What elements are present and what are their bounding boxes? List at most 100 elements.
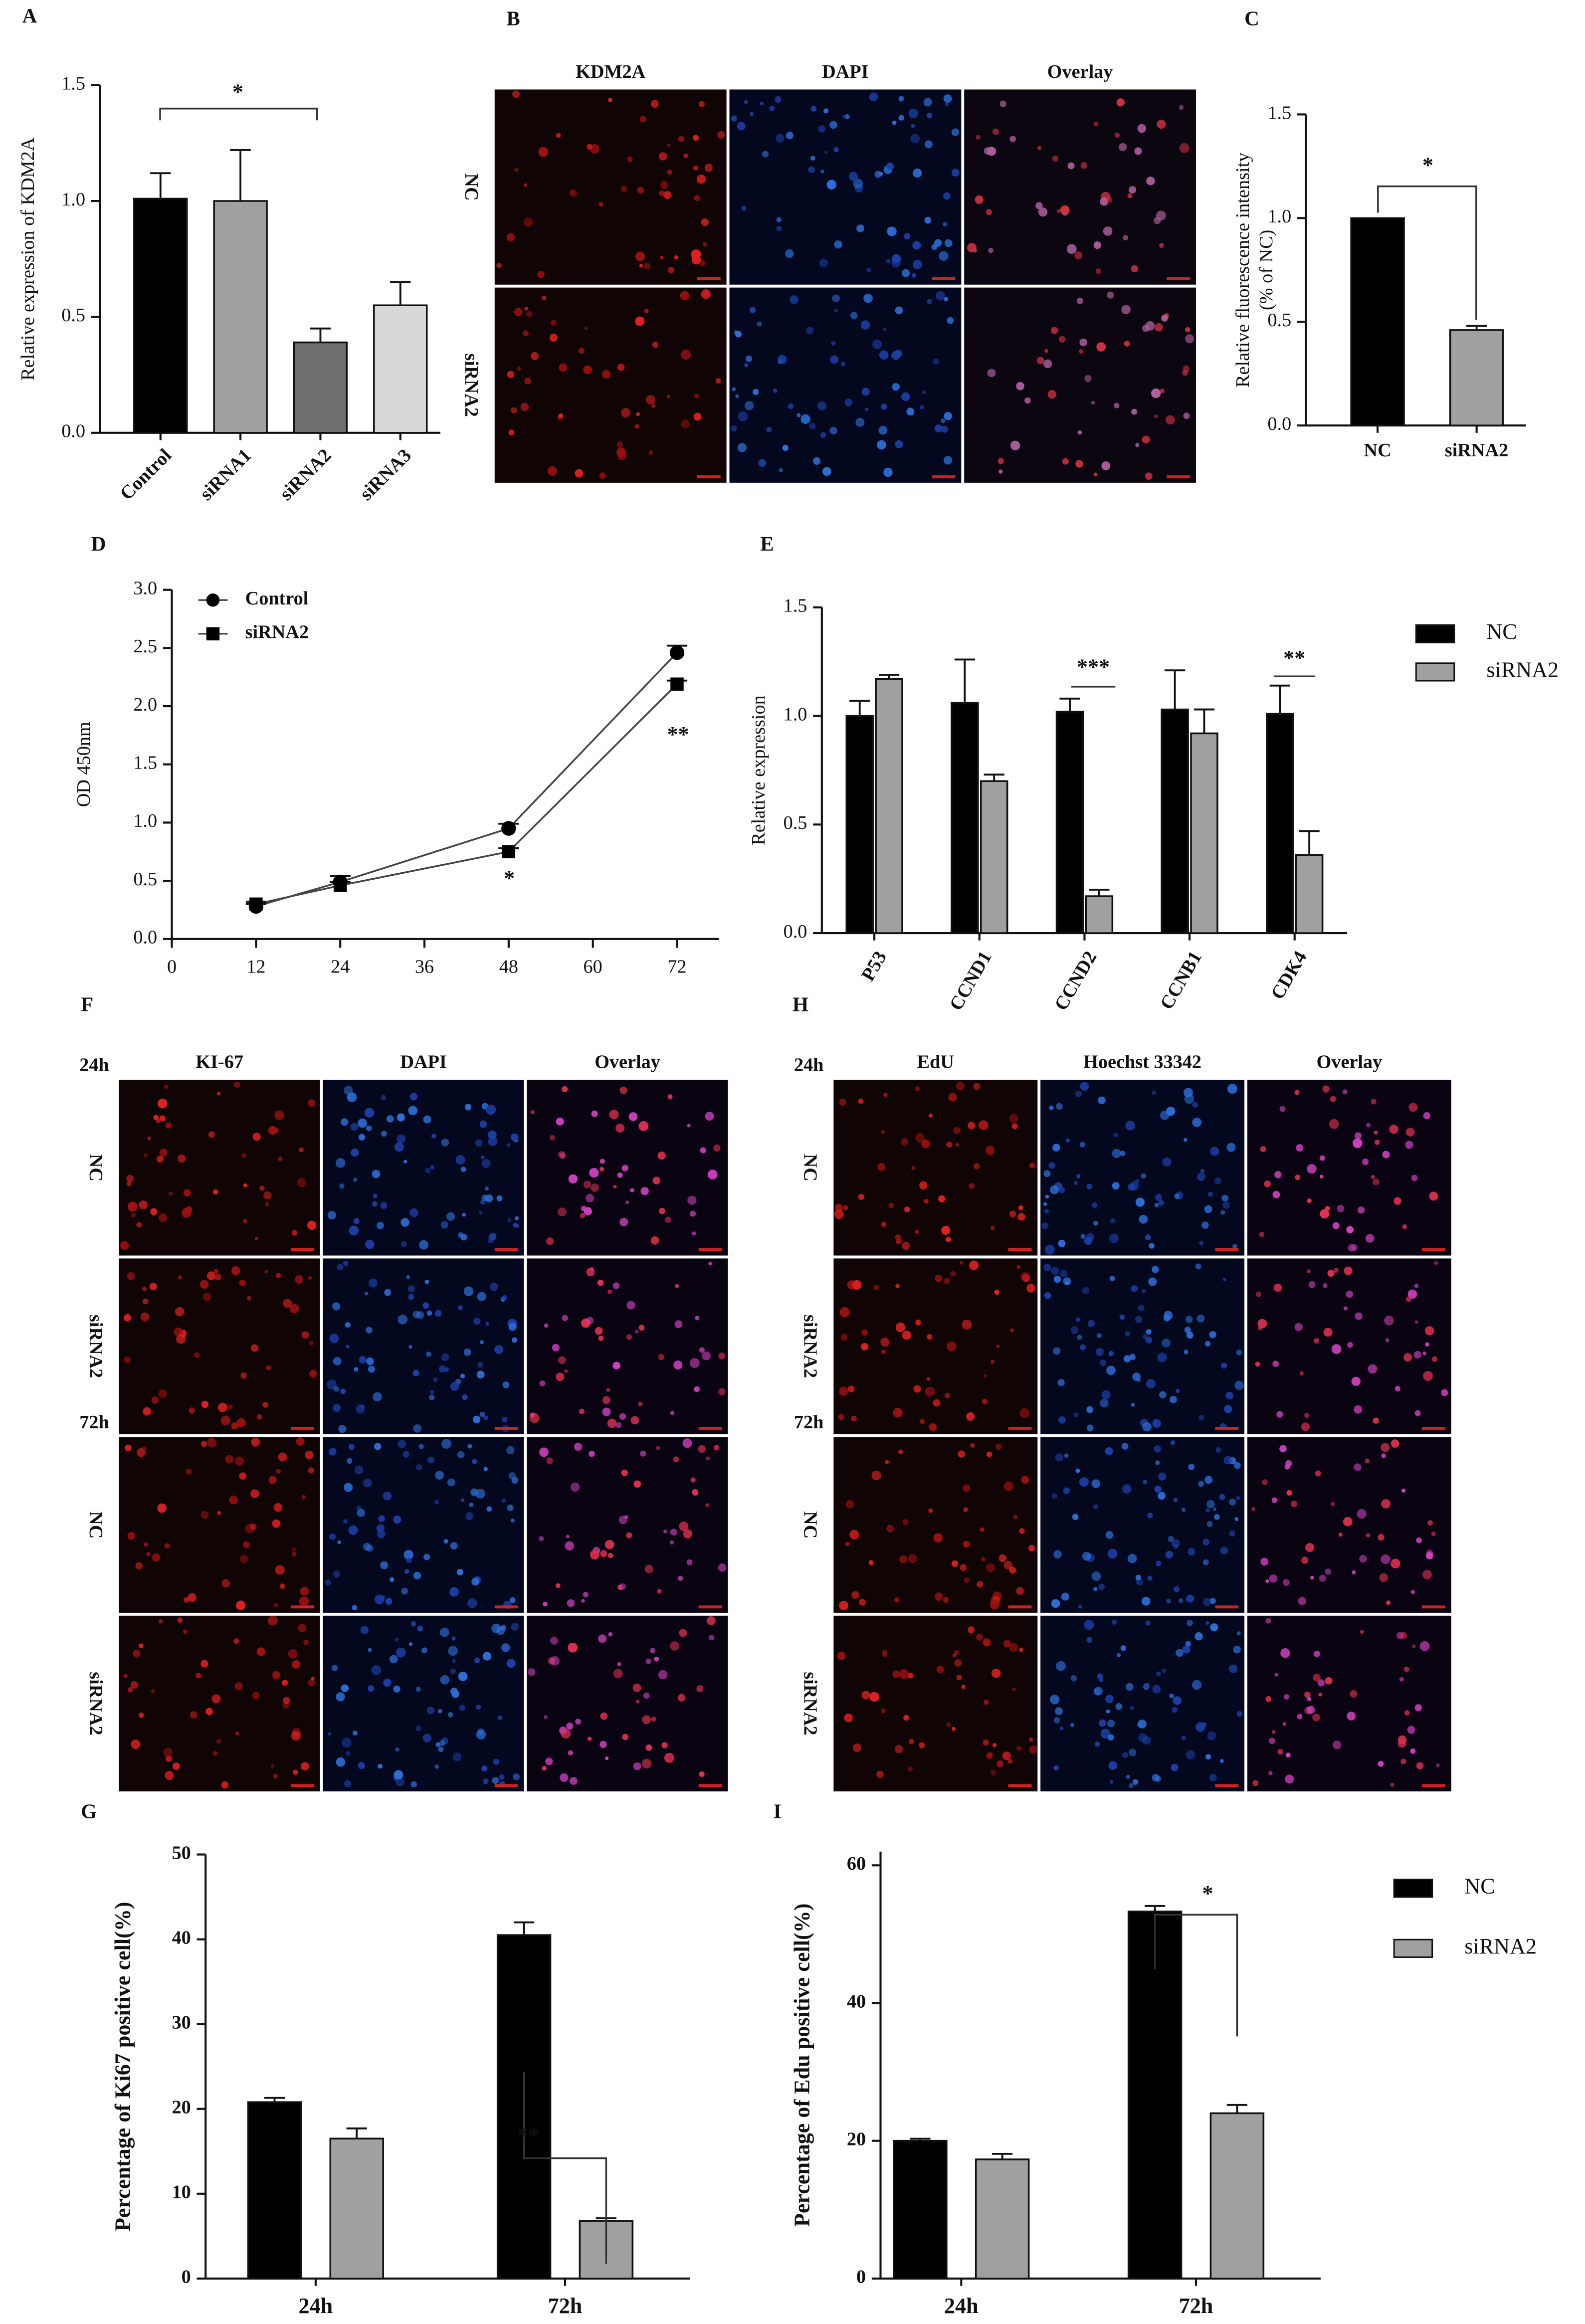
cell	[1186, 1750, 1195, 1759]
cell	[881, 1350, 886, 1354]
cell	[860, 320, 870, 330]
cell	[467, 1598, 477, 1608]
cell	[1384, 1316, 1394, 1326]
cell	[679, 1521, 689, 1532]
cell	[1139, 1214, 1148, 1224]
cell	[331, 1665, 338, 1671]
cell	[1002, 1751, 1011, 1760]
cell	[352, 1605, 358, 1611]
cell	[1301, 1422, 1310, 1431]
x-tick-label: 24h	[299, 2294, 333, 2318]
cell	[1347, 1712, 1356, 1721]
cell	[358, 1134, 365, 1141]
cell	[885, 1460, 889, 1464]
cell	[650, 1236, 659, 1245]
cell	[1260, 1557, 1269, 1566]
cell	[393, 1515, 401, 1524]
cell	[477, 1361, 483, 1368]
cell	[704, 164, 713, 172]
cell	[834, 1209, 844, 1219]
cell	[1060, 205, 1070, 215]
cell	[422, 1734, 431, 1743]
cell	[1325, 1206, 1330, 1211]
cell	[501, 1498, 506, 1503]
cell	[529, 1413, 540, 1423]
cell	[345, 1322, 351, 1328]
cell	[851, 1591, 859, 1599]
cell	[1041, 1222, 1049, 1229]
cell	[701, 289, 711, 299]
cell	[282, 1680, 288, 1686]
cell	[214, 1274, 221, 1281]
cell	[912, 259, 922, 269]
bar	[133, 197, 188, 434]
cell	[687, 1124, 691, 1128]
cell	[1053, 1347, 1061, 1355]
cell	[272, 1671, 281, 1679]
cell	[1407, 1726, 1415, 1734]
cell	[738, 411, 748, 421]
cell	[510, 1518, 515, 1523]
cell	[705, 1112, 714, 1121]
cell	[1187, 1619, 1193, 1626]
micrograph	[729, 287, 962, 483]
cell	[833, 147, 839, 153]
cell	[924, 1199, 929, 1204]
cell	[169, 1191, 173, 1196]
cell	[778, 355, 787, 365]
cell	[1166, 1598, 1171, 1604]
cell	[922, 390, 926, 394]
cell	[483, 1778, 489, 1784]
cell	[341, 1118, 349, 1126]
cell	[991, 1668, 1001, 1678]
cell	[837, 1652, 846, 1660]
cell	[1097, 1333, 1102, 1339]
cell	[587, 144, 593, 150]
cell	[514, 167, 519, 172]
cell	[201, 1400, 209, 1408]
cell	[1192, 1102, 1198, 1108]
cell	[1251, 1507, 1255, 1511]
cell	[506, 1446, 515, 1454]
cell	[377, 1221, 384, 1229]
cell	[131, 1212, 136, 1218]
cell	[1051, 327, 1058, 334]
cell	[1152, 1685, 1161, 1694]
cell	[556, 133, 561, 138]
cell	[681, 419, 690, 428]
row-label: NC	[800, 1511, 821, 1539]
cell	[508, 1323, 517, 1331]
row-label: NC	[461, 173, 482, 200]
cell	[800, 414, 810, 424]
cell	[915, 1133, 925, 1143]
cell	[669, 1540, 674, 1545]
cell	[462, 1394, 468, 1400]
cell	[1162, 1157, 1172, 1166]
cell	[1086, 1424, 1094, 1432]
cell	[690, 1477, 696, 1483]
cell	[844, 398, 852, 406]
y-axis-label: Percentage of Edu positive cell(%)	[790, 1904, 814, 2227]
cell	[300, 1586, 309, 1596]
cell	[1115, 1703, 1123, 1710]
cell	[695, 1316, 700, 1321]
cell	[1135, 1316, 1143, 1323]
cell	[425, 1167, 431, 1173]
cell	[515, 1224, 520, 1228]
x-tick-label: CCND2	[1050, 948, 1101, 1014]
cell	[943, 1597, 949, 1603]
cell	[1126, 1683, 1134, 1691]
cell	[1411, 1644, 1416, 1648]
cell	[256, 1647, 266, 1656]
cell	[1123, 235, 1128, 241]
cell	[904, 233, 911, 240]
cell	[960, 1564, 967, 1571]
micrograph	[833, 1437, 1038, 1613]
cell	[895, 1322, 906, 1333]
cell	[902, 1242, 910, 1250]
cell	[929, 1114, 933, 1118]
y-tick-label: 40	[847, 1991, 866, 2012]
cell	[1007, 1758, 1013, 1764]
cell	[1313, 1650, 1320, 1657]
cell	[449, 1587, 459, 1597]
